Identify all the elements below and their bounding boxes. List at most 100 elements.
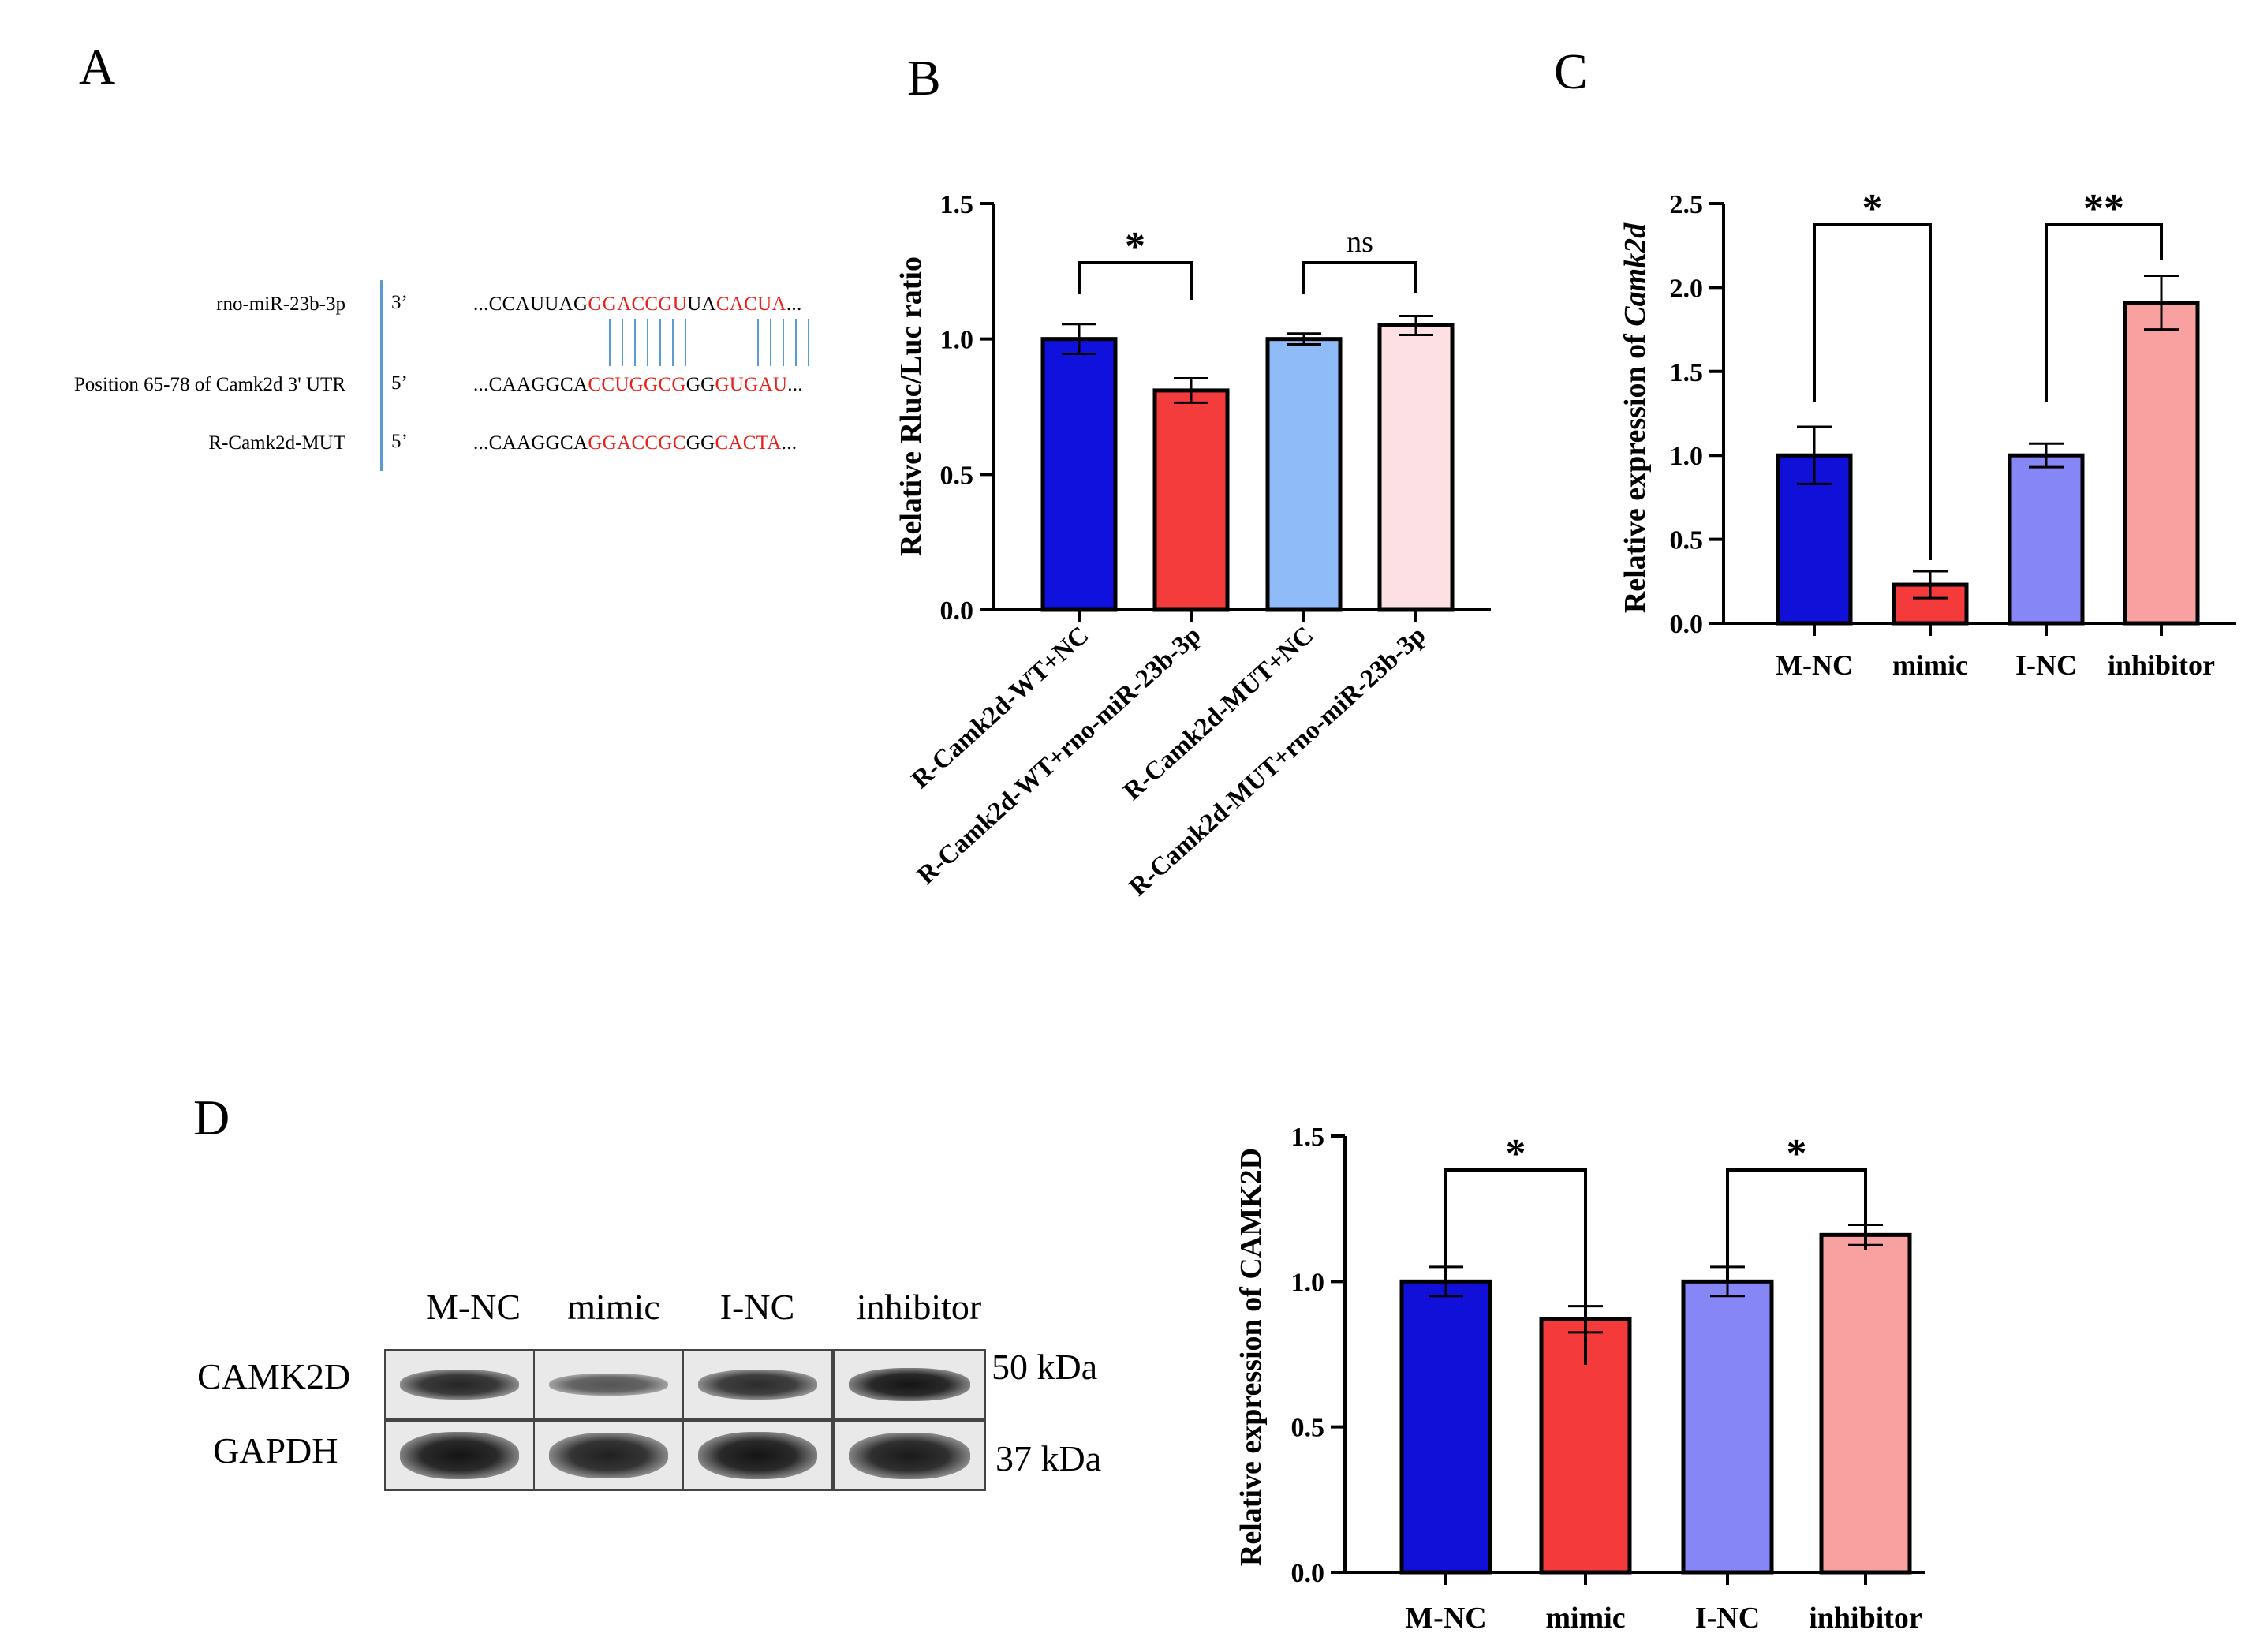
- base-pair-line: [685, 319, 686, 366]
- significance-label: *: [1125, 224, 1145, 269]
- bar: [1265, 337, 1343, 612]
- base-pair-line: [672, 319, 674, 366]
- blot-lane-box: [682, 1349, 833, 1420]
- panel-letter-d: D: [193, 1089, 230, 1146]
- seq-prime-mut: 5’: [391, 431, 408, 452]
- protein-band: [849, 1368, 970, 1401]
- blot-lane-label: mimic: [567, 1287, 660, 1327]
- protein-band: [698, 1370, 817, 1400]
- bar: [2008, 453, 2085, 626]
- y-axis-label: Relative Rluc/Luc ratio: [895, 256, 928, 556]
- significance-label: *: [1787, 1131, 1807, 1176]
- panel-letter-c: C: [1554, 43, 1588, 99]
- blot-lane-label: inhibitor: [856, 1287, 982, 1327]
- seq-label-utr: Position 65-78 of Camk2d 3' UTR: [73, 374, 345, 395]
- x-tick-label: I-NC: [2015, 649, 2077, 681]
- blot-protein-camk2d: CAMK2D: [197, 1356, 351, 1396]
- y-axis-label-text: Relative expression of: [1619, 327, 1652, 613]
- blot-lane-box: [384, 1420, 535, 1491]
- seq-segment: CACTA: [715, 432, 782, 454]
- blot-lane-box: [384, 1349, 535, 1420]
- base-pair-line: [757, 319, 759, 366]
- y-tick-label: 1.5: [1670, 358, 1704, 387]
- significance-bracket: [1302, 261, 1417, 294]
- x-tick-label: inhibitor: [2108, 649, 2215, 681]
- seq-segment: GG: [685, 432, 715, 454]
- x-tick-label: M-NC: [1776, 649, 1853, 681]
- significance-label: *: [1862, 186, 1883, 231]
- seq-segment: GGACCGC: [588, 432, 686, 454]
- blot-size-50kda: 50 kDa: [992, 1347, 1098, 1387]
- seq-prime-mirna: 3’: [391, 292, 408, 313]
- bar: [1399, 1279, 1492, 1575]
- blot-lane-box: [533, 1420, 684, 1491]
- seq-segment: ...: [786, 293, 802, 315]
- x-tick-label: R-Camk2d-MUT+NC: [1119, 621, 1320, 805]
- y-tick-label: 0.0: [1291, 1559, 1325, 1588]
- significance-bracket: [1726, 1168, 1867, 1282]
- blot-lane-box: [833, 1420, 986, 1491]
- significance-bracket: [1078, 261, 1193, 300]
- base-pair-line: [634, 319, 636, 366]
- base-pair-line: [609, 319, 611, 366]
- blot-lane-box: [833, 1349, 986, 1420]
- significance-label: *: [1506, 1131, 1526, 1176]
- bar: [1152, 388, 1230, 612]
- blot-lane-label: M-NC: [425, 1287, 521, 1327]
- blot-lane-label: I-NC: [719, 1287, 795, 1327]
- y-axis-label: Relative expression of Camk2d: [1619, 222, 1652, 613]
- y-tick-label: 0.5: [940, 461, 974, 490]
- blot-lane-box: [682, 1420, 833, 1491]
- significance-bracket: [1813, 223, 1932, 560]
- seq-utr: ...CAAGGCACCUGGCGGGGUGAU...: [473, 374, 803, 396]
- y-tick-label: 2.5: [1670, 190, 1704, 219]
- protein-band: [400, 1432, 519, 1479]
- bar: [1377, 323, 1455, 612]
- x-tick-label: mimic: [1892, 649, 1968, 681]
- y-tick-label: 1.5: [940, 190, 974, 219]
- base-pair-line: [795, 319, 797, 366]
- panel-letter-a: A: [79, 39, 116, 95]
- base-pair-line: [659, 319, 661, 366]
- significance-bracket: [1444, 1168, 1587, 1365]
- y-axis-label: Relative expression of CAMK2D: [1234, 1148, 1268, 1566]
- significance-label: **: [2083, 186, 2124, 231]
- x-tick-label: M-NC: [1405, 1602, 1486, 1635]
- y-tick-label: 0.0: [940, 596, 974, 626]
- base-pair-line: [622, 319, 623, 366]
- significance-bracket: [2045, 223, 2163, 402]
- seq-segment: ...CAAGGCA: [473, 432, 588, 454]
- seq-segment: GGACCGU: [588, 293, 688, 315]
- significance-label: ns: [1347, 226, 1373, 259]
- x-tick-label: inhibitor: [1809, 1602, 1922, 1635]
- seq-label-mut: R-Camk2d-MUT: [208, 432, 345, 454]
- seq-mirna: ...CCAUUAGGGACCGUUACACUA...: [473, 293, 802, 316]
- protein-band: [549, 1433, 668, 1478]
- base-pair-line: [783, 319, 784, 366]
- protein-band: [698, 1432, 817, 1479]
- protein-band: [400, 1369, 519, 1400]
- seq-segment: UA: [687, 293, 716, 315]
- alignment-divider: [380, 280, 383, 471]
- y-tick-label: 0.5: [1670, 526, 1704, 555]
- y-tick-label: 1.5: [1291, 1123, 1325, 1152]
- seq-segment: GUGAU: [715, 374, 788, 395]
- seq-segment: ...CCAUUAG: [473, 293, 588, 315]
- seq-prime-utr: 5’: [391, 372, 408, 394]
- base-pair-line: [647, 319, 648, 366]
- panel-letter-b: B: [907, 50, 941, 106]
- y-tick-label: 0.5: [1291, 1414, 1325, 1443]
- x-tick-label: I-NC: [1695, 1602, 1760, 1635]
- seq-mut: ...CAAGGCAGGACCGCGGCACTA...: [473, 432, 797, 454]
- y-tick-label: 0.0: [1670, 610, 1704, 639]
- protein-band: [849, 1432, 970, 1479]
- y-tick-label: 1.0: [1291, 1268, 1325, 1297]
- y-axis-label-gene: Camk2d: [1619, 222, 1652, 327]
- x-tick-label: mimic: [1545, 1602, 1625, 1635]
- seq-segment: ...CAAGGCA: [473, 374, 588, 395]
- blot-size-37kda: 37 kDa: [995, 1438, 1102, 1478]
- bar: [1681, 1279, 1774, 1575]
- base-pair-line: [808, 319, 809, 366]
- seq-segment: ...: [781, 432, 797, 454]
